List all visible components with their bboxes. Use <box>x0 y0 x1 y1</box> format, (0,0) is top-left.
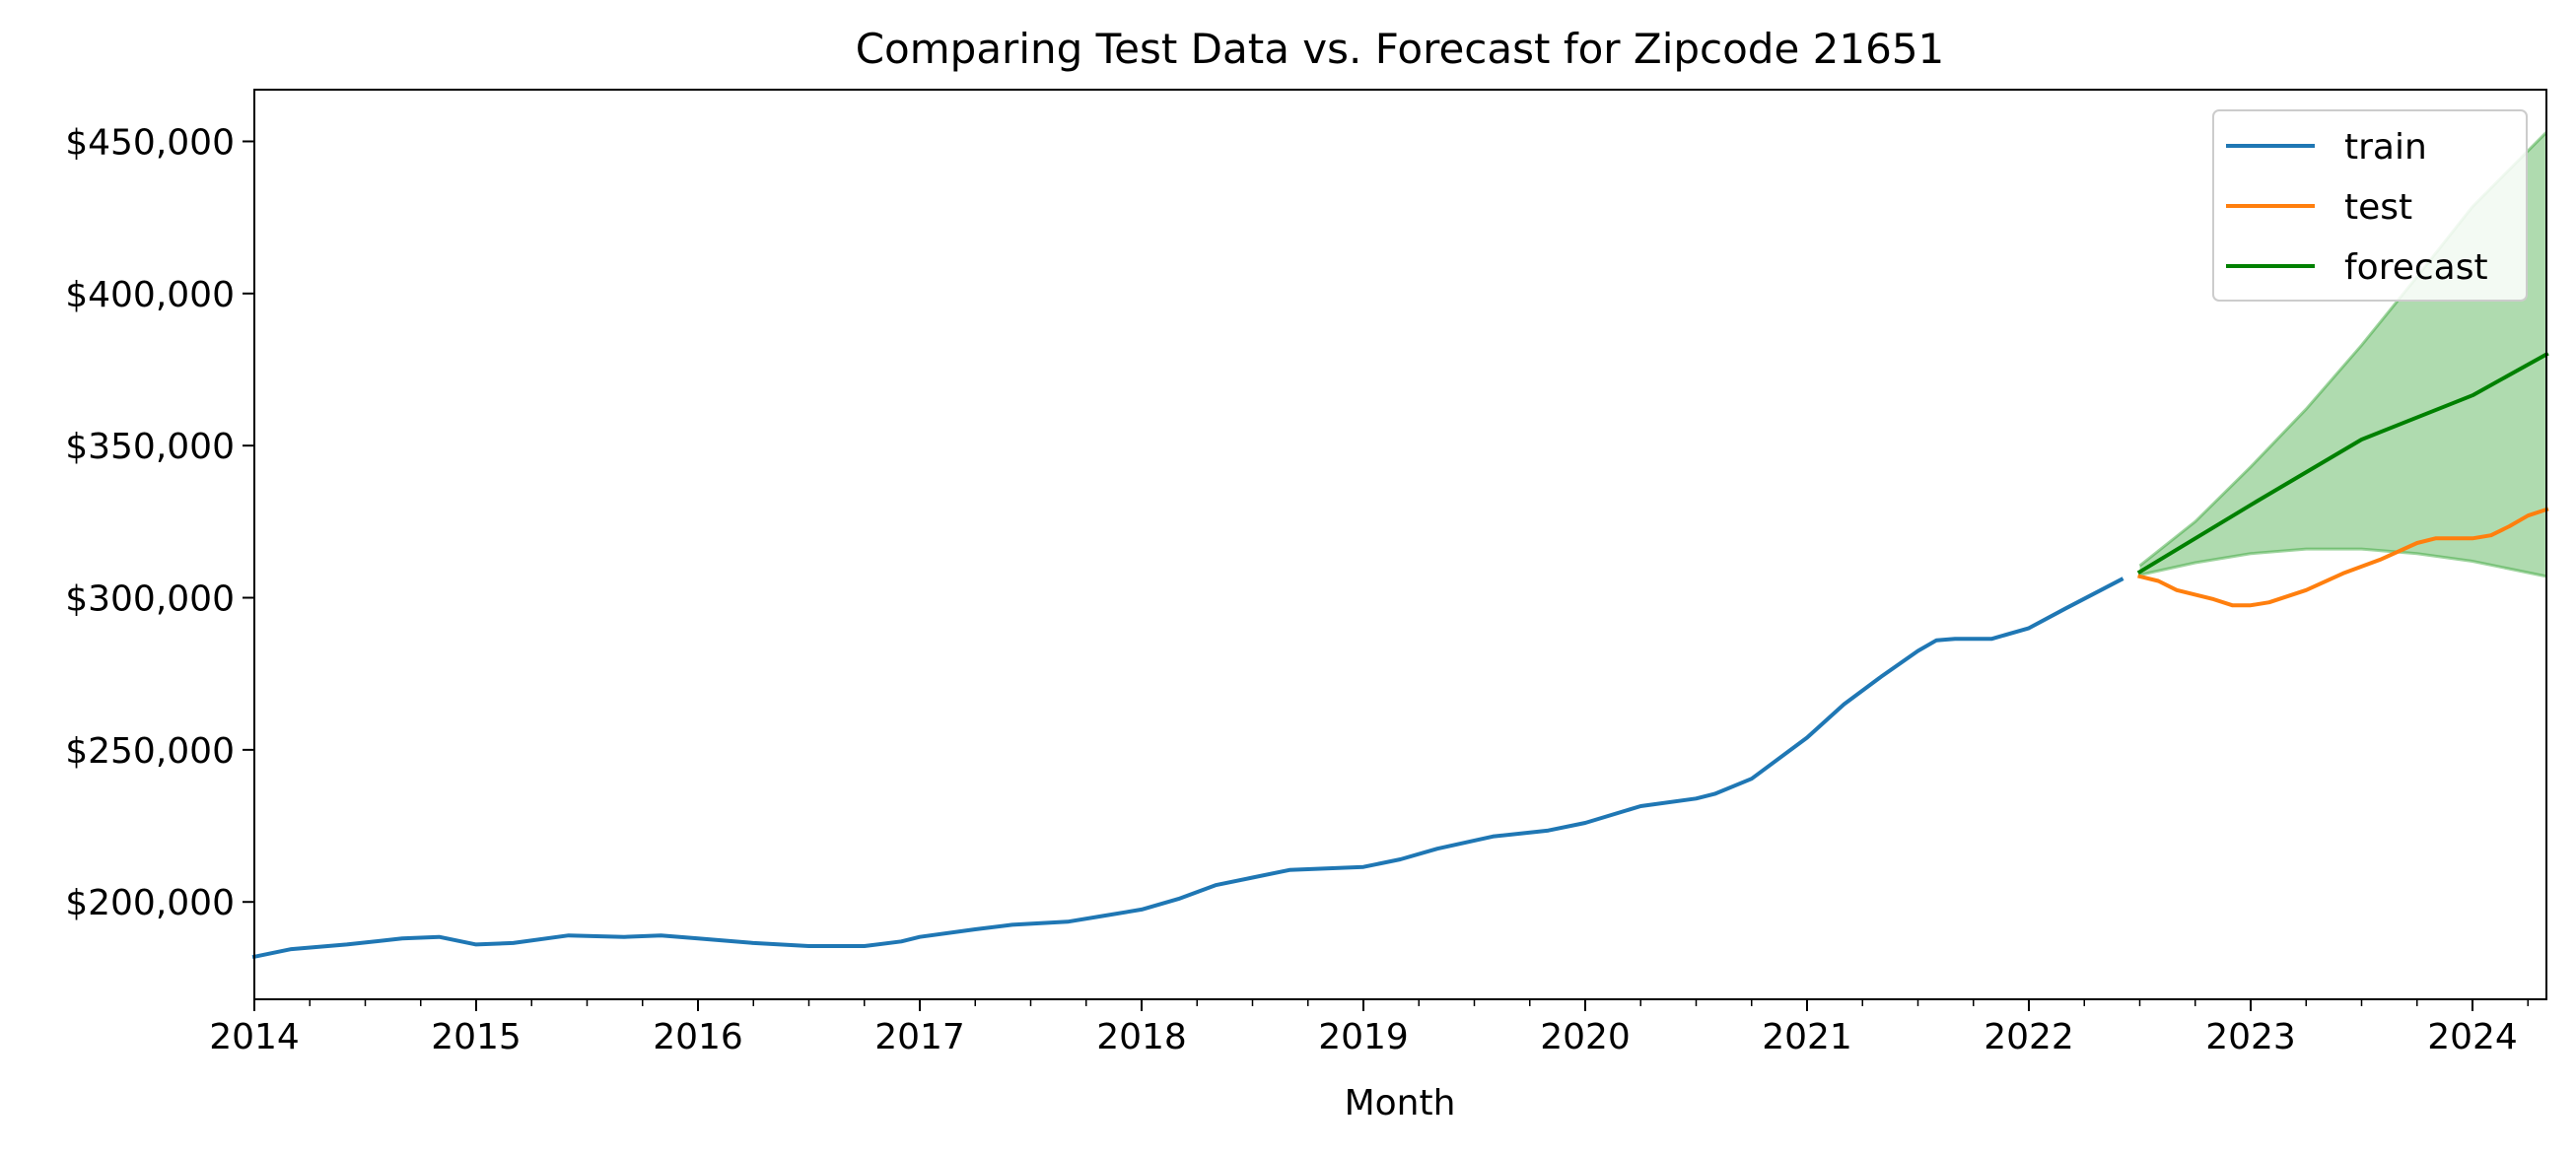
y-tick-label: $450,000 <box>65 122 235 163</box>
x-tick-label: 2019 <box>1318 1017 1409 1057</box>
legend-label-forecast: forecast <box>2344 247 2488 288</box>
x-axis-label: Month <box>1345 1083 1456 1123</box>
legend-box <box>2212 109 2528 302</box>
x-tick-label: 2018 <box>1096 1017 1187 1057</box>
y-tick-label: $200,000 <box>65 883 235 923</box>
x-tick-label: 2015 <box>431 1017 522 1057</box>
x-tick-label: 2014 <box>209 1017 300 1057</box>
y-tick-label: $250,000 <box>65 731 235 772</box>
confidence-band-lower <box>2139 547 2547 578</box>
legend-label-test: test <box>2344 187 2412 228</box>
chart-title: Comparing Test Data vs. Forecast for Zip… <box>856 25 1945 73</box>
series-line-forecast <box>2136 351 2549 576</box>
y-axis: $200,000 $250,000 $300,000 $350,000 $400,000… <box>65 122 254 923</box>
y-tick-label: $300,000 <box>65 579 235 620</box>
x-tick-label: 2020 <box>1540 1017 1631 1057</box>
x-tick-label: 2024 <box>2427 1017 2518 1057</box>
series-lines-layer <box>251 351 2549 960</box>
y-tick-label: $350,000 <box>65 427 235 467</box>
x-tick-label: 2017 <box>874 1017 965 1057</box>
y-tick-label: $400,000 <box>65 275 235 315</box>
x-axis: 2014 2015 2016 2017 2018 2019 2020 2021 2022 2023… <box>209 999 2529 1057</box>
x-tick-label: 2016 <box>653 1017 743 1057</box>
series-line-test <box>2137 507 2549 608</box>
x-tick-label: 2021 <box>1762 1017 1852 1057</box>
x-tick-label: 2023 <box>2205 1017 2296 1057</box>
series-line-train <box>251 577 2124 960</box>
x-tick-label: 2022 <box>1984 1017 2074 1057</box>
legend-label-train: train <box>2344 127 2427 168</box>
plot-frame <box>253 89 2547 1000</box>
legend: train test forecast <box>2212 109 2528 302</box>
